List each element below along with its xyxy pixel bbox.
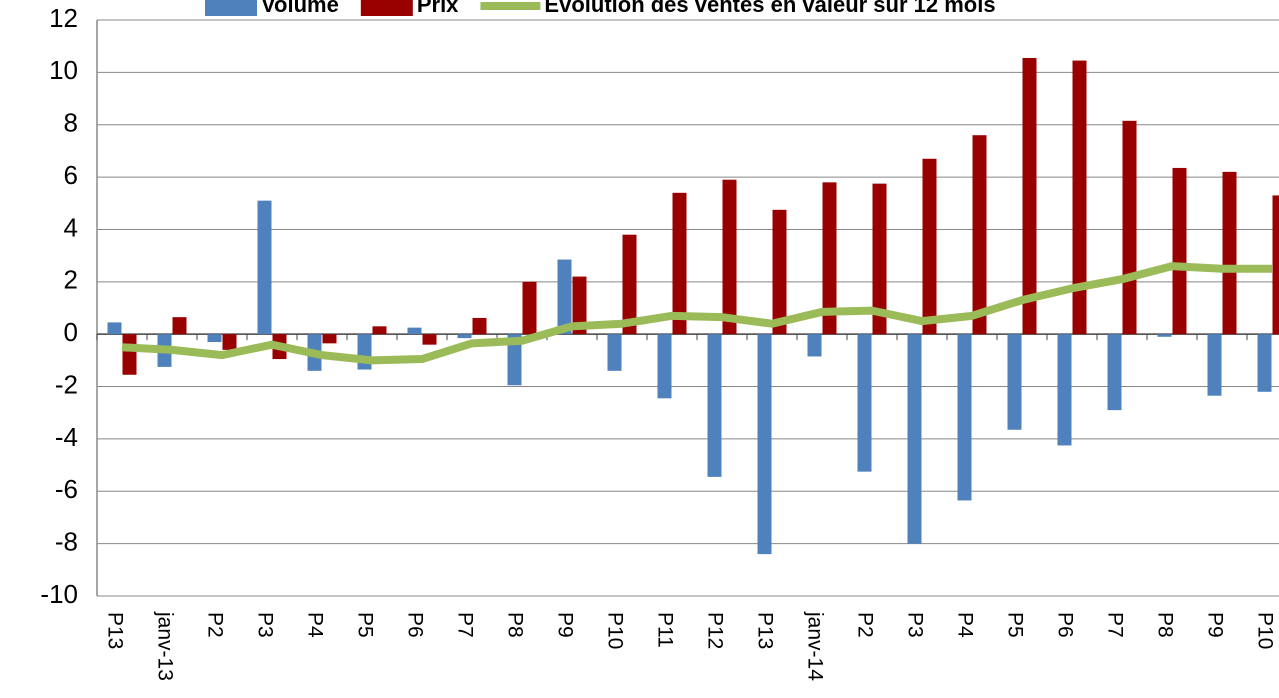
bar — [372, 326, 387, 335]
bar — [972, 135, 987, 335]
x-tick-label: janv-13 — [153, 611, 176, 681]
bar — [322, 334, 337, 344]
x-tick-label: P5 — [353, 612, 376, 638]
bar — [1272, 195, 1279, 335]
legend-label: Prix — [417, 0, 459, 17]
x-tick-label: P4 — [953, 612, 976, 638]
bar — [222, 334, 237, 350]
y-tick-label: -8 — [55, 527, 78, 557]
x-tick-label: P6 — [1053, 612, 1076, 638]
bar — [707, 334, 722, 477]
legend-label: Evolution des ventes en valeur sur 12 mo… — [544, 0, 995, 17]
bar — [1057, 334, 1072, 446]
bar — [1222, 171, 1237, 335]
x-tick-label: P9 — [553, 612, 576, 638]
bar — [757, 334, 772, 555]
bar — [907, 334, 922, 544]
x-tick-label: P4 — [303, 612, 326, 638]
bar — [722, 179, 737, 335]
bar — [257, 200, 272, 335]
y-tick-label: 0 — [64, 317, 78, 347]
bar — [1007, 334, 1022, 430]
x-tick-label: P3 — [903, 612, 926, 638]
x-tick-label: P12 — [703, 612, 726, 649]
y-tick-label: -10 — [40, 579, 78, 609]
x-tick-label: P7 — [1103, 612, 1126, 638]
bar — [422, 334, 437, 345]
bar — [1072, 60, 1087, 335]
legend-label: Volume — [261, 0, 339, 17]
x-tick-label: janv-14 — [803, 611, 826, 681]
x-tick-label: P2 — [203, 612, 226, 638]
y-tick-label: -6 — [55, 474, 78, 504]
bar — [857, 334, 872, 472]
bar — [872, 183, 887, 335]
x-tick-label: P10 — [1253, 612, 1276, 649]
bar — [1257, 334, 1272, 392]
bar — [407, 327, 422, 335]
x-tick-label: P8 — [503, 612, 526, 638]
bar — [172, 317, 187, 335]
bar — [657, 334, 672, 399]
bar — [122, 334, 137, 375]
y-tick-label: -2 — [55, 369, 78, 399]
x-tick-label: P13 — [753, 612, 776, 649]
bar — [357, 334, 372, 370]
x-tick-label: P2 — [853, 612, 876, 638]
x-tick-label: P11 — [653, 612, 676, 648]
bar — [472, 317, 487, 335]
x-tick-label: P7 — [453, 612, 476, 638]
bar — [1157, 334, 1172, 337]
legend-swatch — [360, 0, 413, 16]
x-tick-label: P5 — [1003, 612, 1026, 638]
bar — [607, 334, 622, 371]
bar — [1022, 57, 1037, 335]
bar — [1107, 334, 1122, 411]
bar — [672, 192, 687, 335]
y-tick-label: 6 — [64, 160, 78, 190]
bar — [1172, 167, 1187, 335]
bar — [822, 182, 837, 335]
bar — [557, 259, 572, 335]
bar — [107, 322, 122, 335]
y-tick-label: -4 — [55, 422, 78, 452]
y-tick-label: 2 — [64, 265, 78, 295]
bar — [522, 281, 537, 335]
bar — [572, 276, 587, 335]
bar — [807, 334, 822, 357]
bar — [922, 158, 937, 335]
x-tick-label: P8 — [1153, 612, 1176, 638]
bar — [622, 234, 637, 335]
bar — [957, 334, 972, 501]
x-tick-label: P9 — [1203, 612, 1226, 638]
bar — [1122, 120, 1137, 335]
bar — [772, 209, 787, 335]
x-tick-label: P13 — [103, 612, 126, 649]
bar — [207, 334, 222, 343]
bar — [457, 334, 472, 339]
legend-swatch — [205, 0, 257, 16]
x-tick-label: P6 — [403, 612, 426, 638]
bar — [1207, 334, 1222, 396]
x-tick-label: P10 — [603, 612, 626, 649]
y-tick-label: 8 — [64, 108, 78, 138]
y-tick-label: 10 — [49, 55, 78, 85]
line — [121, 262, 1272, 365]
y-tick-label: 4 — [64, 212, 78, 242]
x-tick-label: P3 — [253, 612, 276, 638]
y-tick-label: 12 — [49, 3, 78, 33]
bar — [507, 334, 522, 386]
